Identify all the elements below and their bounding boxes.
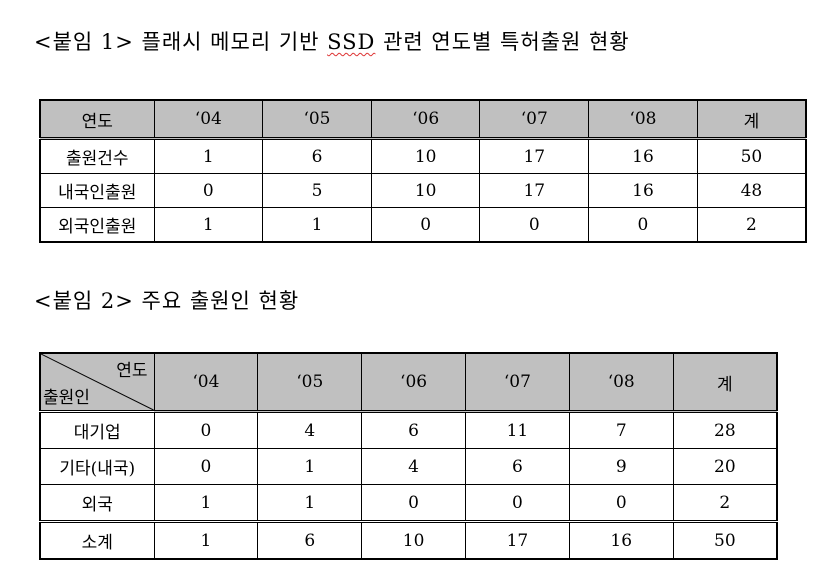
table-cell: 10 bbox=[370, 138, 481, 174]
table-cell: 1 bbox=[153, 484, 259, 522]
table-cell: 16 bbox=[588, 173, 698, 208]
patent-filings-by-year-table: 연도 ‘04 ‘05 ‘06 ‘07 ‘08 계 출원건수 1 6 10 17 16 50 내국인출원 0 5 1… bbox=[39, 99, 807, 243]
table-row: 대기업 0 4 6 11 7 28 bbox=[39, 411, 778, 449]
table-cell: 2 bbox=[696, 207, 807, 243]
table-cell: 0 bbox=[153, 411, 259, 449]
column-header: 연도 bbox=[39, 99, 155, 140]
spellcheck-underlined-word: SSD bbox=[327, 30, 376, 54]
table-cell: 9 bbox=[568, 448, 674, 485]
table-cell: 0 bbox=[568, 484, 674, 522]
header-row: 연도 출원인 ‘04 ‘05 ‘06 ‘07 ‘08 계 bbox=[39, 352, 778, 413]
major-applicants-table: 연도 출원인 ‘04 ‘05 ‘06 ‘07 ‘08 계 대기업 0 4 6 11 7 28 기타(내국) 0 1… bbox=[39, 352, 778, 560]
table-cell: 2 bbox=[672, 484, 778, 522]
row-header: 외국인출원 bbox=[39, 207, 155, 243]
table-cell: 1 bbox=[153, 207, 264, 243]
column-header: ‘07 bbox=[464, 352, 570, 413]
table-cell: 1 bbox=[153, 138, 264, 174]
header-row: 연도 ‘04 ‘05 ‘06 ‘07 ‘08 계 bbox=[39, 99, 807, 140]
column-header: ‘06 bbox=[361, 352, 466, 413]
column-header: 계 bbox=[696, 99, 807, 140]
table-cell: 5 bbox=[262, 173, 372, 208]
row-header: 소계 bbox=[39, 520, 155, 560]
table2-title: <붙임 2> 주요 출원인 현황 bbox=[34, 289, 300, 313]
table-row: 외국 1 1 0 0 0 2 bbox=[39, 484, 778, 522]
table-row: 기타(내국) 0 1 4 6 9 20 bbox=[39, 448, 778, 485]
column-header: ‘04 bbox=[153, 352, 259, 413]
table-cell: 0 bbox=[588, 207, 698, 243]
table-cell: 1 bbox=[262, 207, 372, 243]
row-header: 기타(내국) bbox=[39, 448, 155, 485]
table-cell: 0 bbox=[479, 207, 590, 243]
table-cell: 50 bbox=[672, 520, 778, 560]
table-cell: 7 bbox=[568, 411, 674, 449]
table-cell: 0 bbox=[370, 207, 481, 243]
table-cell: 4 bbox=[257, 411, 363, 449]
table-cell: 17 bbox=[479, 173, 590, 208]
table-cell: 16 bbox=[568, 520, 674, 560]
table-cell: 6 bbox=[257, 520, 363, 560]
table-cell: 17 bbox=[479, 138, 590, 174]
row-header: 대기업 bbox=[39, 411, 155, 449]
table-cell: 0 bbox=[464, 484, 570, 522]
row-header: 출원건수 bbox=[39, 138, 155, 174]
corner-applicant-label: 출원인 bbox=[43, 388, 90, 408]
table-row: 내국인출원 0 5 10 17 16 48 bbox=[39, 173, 807, 208]
table-cell: 16 bbox=[588, 138, 698, 174]
table-cell: 6 bbox=[464, 448, 570, 485]
table-cell: 50 bbox=[696, 138, 807, 174]
table-cell: 6 bbox=[262, 138, 372, 174]
table-cell: 11 bbox=[464, 411, 570, 449]
title-text: 관련 연도별 특허출원 현황 bbox=[375, 30, 630, 54]
column-header: 계 bbox=[672, 352, 778, 413]
table1-title: <붙임 1> 플래시 메모리 기반 SSD 관련 연도별 특허출원 현황 bbox=[34, 26, 630, 56]
column-header: ‘06 bbox=[370, 99, 481, 140]
row-header: 내국인출원 bbox=[39, 173, 155, 208]
title-text: <붙임 1> 플래시 메모리 기반 bbox=[34, 30, 328, 54]
corner-year-label: 연도 bbox=[116, 361, 148, 381]
table-cell: 1 bbox=[153, 520, 259, 560]
table-cell: 0 bbox=[153, 448, 259, 485]
table-cell: 10 bbox=[370, 173, 481, 208]
column-header: ‘08 bbox=[568, 352, 674, 413]
table-cell: 4 bbox=[361, 448, 466, 485]
column-header: ‘08 bbox=[588, 99, 698, 140]
column-header: ‘07 bbox=[479, 99, 590, 140]
table-cell: 1 bbox=[257, 484, 363, 522]
table-row: 출원건수 1 6 10 17 16 50 bbox=[39, 138, 807, 174]
table-cell: 48 bbox=[696, 173, 807, 208]
table-cell: 0 bbox=[153, 173, 264, 208]
subtotal-row: 소계 1 6 10 17 16 50 bbox=[39, 520, 778, 560]
table-cell: 0 bbox=[361, 484, 466, 522]
table-cell: 17 bbox=[464, 520, 570, 560]
table-row: 외국인출원 1 1 0 0 0 2 bbox=[39, 207, 807, 243]
table-cell: 28 bbox=[672, 411, 778, 449]
table-cell: 10 bbox=[361, 520, 466, 560]
table-cell: 20 bbox=[672, 448, 778, 485]
row-header: 외국 bbox=[39, 484, 155, 522]
table-cell: 1 bbox=[257, 448, 363, 485]
column-header: ‘05 bbox=[257, 352, 363, 413]
column-header: ‘04 bbox=[153, 99, 264, 140]
diagonal-line bbox=[41, 354, 154, 410]
column-header: ‘05 bbox=[262, 99, 372, 140]
table-cell: 6 bbox=[361, 411, 466, 449]
